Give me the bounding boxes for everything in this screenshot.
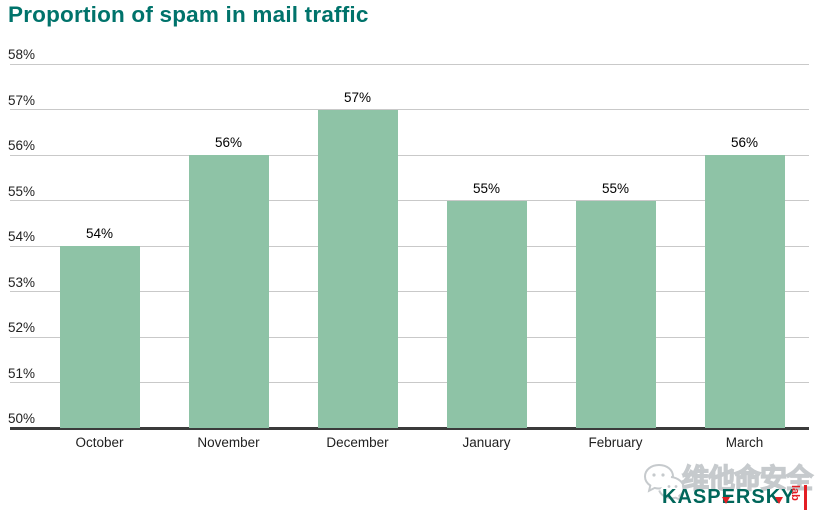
- bar-november: [188, 155, 269, 428]
- kaspersky-red-triangle-icon: [722, 497, 730, 504]
- y-tick-label-52: 52%: [8, 320, 36, 335]
- x-axis-label-march: March: [725, 435, 764, 450]
- y-tick-label-50: 50%: [8, 411, 36, 426]
- value-label-october: 54%: [85, 226, 114, 241]
- bar-january: [446, 200, 527, 428]
- chart-title: Proportion of spam in mail traffic: [8, 2, 369, 27]
- watermark-chinese-text: 维他命安全: [681, 463, 813, 494]
- y-tick-label-58: 58%: [8, 47, 36, 62]
- watermark: 维他命安全 KASPERSKY lab: [642, 457, 814, 513]
- y-tick-label-57: 57%: [8, 92, 36, 108]
- gridline-54: [10, 245, 809, 247]
- value-label-december: 57%: [343, 89, 372, 105]
- kaspersky-lab-badge: lab: [789, 485, 807, 510]
- y-tick-label-56: 56%: [8, 138, 36, 153]
- gridline-52: [10, 336, 809, 338]
- bar-march: [704, 155, 785, 428]
- value-label-november: 56%: [214, 135, 243, 150]
- gridline-57: [10, 109, 809, 110]
- gridline-58: [10, 63, 809, 65]
- y-tick-label-54: 54%: [8, 229, 36, 244]
- y-tick-label-53: 53%: [8, 274, 36, 290]
- kaspersky-logo: KASPERSKY lab: [662, 485, 807, 510]
- wechat-icon: [643, 463, 685, 502]
- kaspersky-red-triangle-icon: [775, 497, 783, 504]
- x-axis-label-february: February: [588, 435, 643, 450]
- value-label-january: 55%: [472, 180, 501, 196]
- y-tick-label-55: 55%: [8, 183, 36, 199]
- x-axis-label-november: November: [197, 435, 260, 450]
- x-axis-line: [10, 426, 809, 430]
- gridline-55: [10, 200, 809, 201]
- bar-october: [59, 246, 140, 428]
- x-axis-label-december: December: [326, 435, 389, 450]
- x-axis-label-january: January: [462, 435, 511, 450]
- bar-february: [575, 200, 656, 428]
- y-tick-label-51: 51%: [8, 365, 36, 381]
- value-label-march: 56%: [730, 135, 759, 150]
- gridline-56: [10, 154, 809, 156]
- gridline-53: [10, 291, 809, 292]
- bar-december: [317, 109, 398, 428]
- kaspersky-lab-text: lab: [789, 485, 801, 501]
- gridline-51: [10, 382, 809, 383]
- x-axis-label-october: October: [75, 435, 124, 450]
- value-label-february: 55%: [601, 180, 630, 196]
